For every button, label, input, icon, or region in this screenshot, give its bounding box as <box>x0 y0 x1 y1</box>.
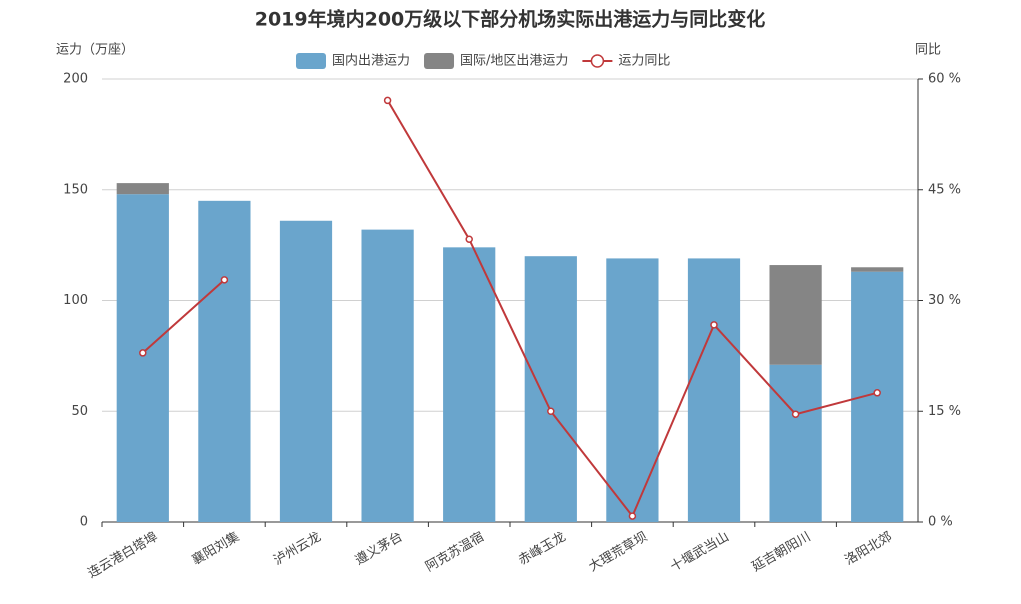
legend-label: 国际/地区出港运力 <box>460 54 568 69</box>
bar <box>769 265 822 365</box>
x-tick-label: 遵义茅台 <box>352 529 405 569</box>
bar <box>361 229 414 522</box>
x-tick-label: 赤峰玉龙 <box>516 530 569 569</box>
y2-tick-label: 45 % <box>928 182 961 197</box>
line-point <box>547 407 555 415</box>
y-axis-label: 运力（万座） <box>56 43 134 58</box>
legend-label: 运力同比 <box>618 54 670 69</box>
x-tick-label: 大理荒草坝 <box>586 530 650 575</box>
legend-swatch <box>424 53 455 69</box>
x-tick-label: 延吉朝阳川 <box>750 530 814 575</box>
chart-title: 2019年境内200万级以下部分机场实际出港运力与同比变化 <box>255 8 766 31</box>
line-point <box>873 389 881 397</box>
legend-label: 国内出港运力 <box>332 53 410 69</box>
x-tick-label: 阿克苏温宿 <box>423 529 487 575</box>
bar <box>769 364 822 522</box>
line-point <box>628 512 637 520</box>
bar <box>116 194 169 522</box>
bar <box>606 258 659 522</box>
bar <box>524 256 577 522</box>
y-tick-label: 50 <box>71 404 88 419</box>
y2-tick-label: 30 % <box>928 293 961 308</box>
y-tick-label: 200 <box>63 72 88 87</box>
line-point <box>383 96 392 105</box>
y-tick-label: 0 <box>80 515 88 530</box>
line-point <box>791 410 800 418</box>
y2-axis-label: 同比 <box>915 43 941 58</box>
legend-swatch <box>590 54 605 68</box>
x-tick-label: 连云港白塔埠 <box>85 529 161 582</box>
y2-tick-label: 60 % <box>928 72 961 87</box>
legend-swatch <box>296 53 326 69</box>
bar <box>443 247 496 522</box>
line <box>142 99 878 519</box>
bar <box>687 258 741 522</box>
y-tick-label: 100 <box>63 293 88 308</box>
bar <box>279 220 333 522</box>
x-tick-label: 泸州云龙 <box>271 530 324 569</box>
line-point <box>220 276 229 284</box>
bar <box>198 200 251 522</box>
line-point <box>710 321 718 329</box>
x-tick-label: 十堰武当山 <box>668 530 732 575</box>
x-tick-label: 襄阳刘集 <box>189 529 242 569</box>
y2-tick-label: 0 % <box>928 515 953 530</box>
bar <box>116 183 169 195</box>
y-tick-label: 150 <box>63 182 88 197</box>
bar <box>851 267 904 272</box>
y2-tick-label: 15 % <box>928 404 961 419</box>
x-tick-label: 洛阳北郊 <box>842 529 895 569</box>
line-point <box>139 349 147 357</box>
line-point <box>465 235 473 243</box>
